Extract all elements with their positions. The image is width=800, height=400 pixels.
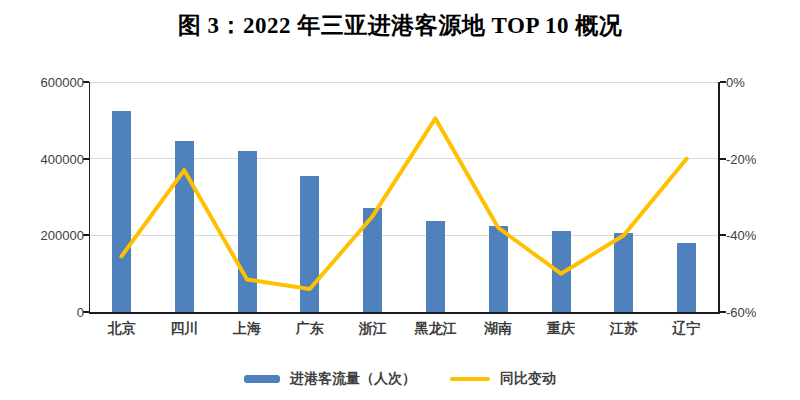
category-label: 浙江	[359, 320, 387, 338]
category-label: 上海	[233, 320, 261, 338]
bar-北京	[112, 111, 131, 312]
category-label: 北京	[107, 320, 135, 338]
legend: 进港客流量（人次） 同比变动	[0, 366, 800, 392]
chart-figure: 图 3：2022 年三亚进港客源地 TOP 10 概况 600000 400000…	[0, 0, 800, 400]
bar-浙江	[363, 208, 382, 312]
legend-bar-label: 进港客流量（人次）	[290, 370, 416, 388]
bar-黑龙江	[426, 221, 445, 312]
right-axis-tick-label: -40%	[726, 228, 756, 243]
bar-广东	[300, 176, 319, 312]
bar-四川	[175, 141, 194, 312]
right-axis-tick	[720, 311, 726, 313]
left-axis-tick-label: 200000	[0, 228, 84, 243]
bar-重庆	[552, 231, 571, 312]
category-label: 江苏	[610, 320, 638, 338]
category-label: 重庆	[547, 320, 575, 338]
category-label: 黑龙江	[414, 320, 456, 338]
right-axis-tick	[720, 158, 726, 160]
legend-bar-swatch	[244, 375, 280, 383]
yoy-change-line	[121, 118, 686, 289]
right-value-axis-line	[718, 82, 720, 312]
left-axis-tick-label: 600000	[0, 75, 84, 90]
category-label: 湖南	[484, 320, 512, 338]
bar-湖南	[489, 226, 508, 312]
right-axis-tick	[720, 234, 726, 236]
category-label: 广东	[296, 320, 324, 338]
left-value-axis-line	[89, 82, 91, 312]
bar-辽宁	[677, 243, 696, 312]
gridline	[90, 82, 718, 83]
right-axis-tick-label: 0%	[726, 75, 745, 90]
category-label: 辽宁	[673, 320, 701, 338]
chart-title: 图 3：2022 年三亚进港客源地 TOP 10 概况	[0, 10, 800, 41]
right-axis-tick-label: -60%	[726, 305, 756, 320]
right-axis-tick-label: -20%	[726, 151, 756, 166]
right-axis-tick	[720, 81, 726, 83]
legend-line-swatch	[450, 377, 490, 381]
category-label: 四川	[170, 320, 198, 338]
left-axis-tick-label: 400000	[0, 151, 84, 166]
left-axis-tick-label: 0	[0, 305, 84, 320]
bar-上海	[238, 151, 257, 312]
legend-line-label: 同比变动	[500, 370, 556, 388]
category-axis-line	[89, 312, 720, 314]
bar-江苏	[614, 233, 633, 312]
